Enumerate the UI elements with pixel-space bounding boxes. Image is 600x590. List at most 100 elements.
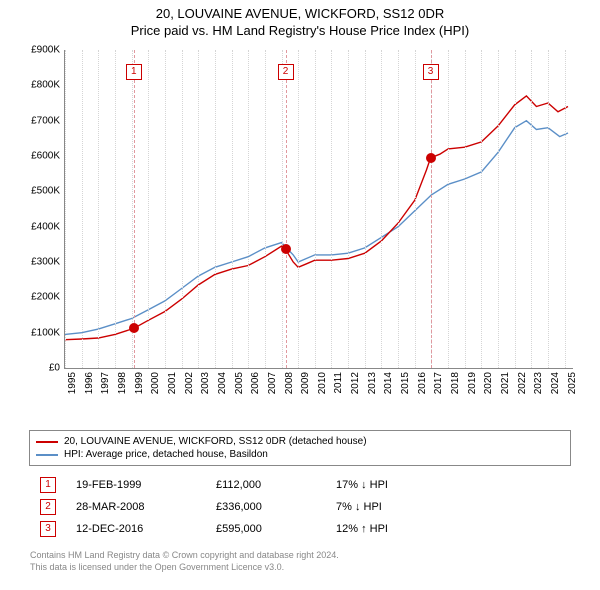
event-table-marker: 2: [40, 499, 56, 515]
gridline-v: [82, 50, 83, 368]
gridline-v: [182, 50, 183, 368]
x-tick-label: 1998: [117, 372, 128, 394]
footer-attribution: Contains HM Land Registry data © Crown c…: [30, 550, 570, 581]
gridline-v: [65, 50, 66, 368]
x-tick-label: 2007: [267, 372, 278, 394]
gridline-v: [165, 50, 166, 368]
x-tick-label: 2021: [500, 372, 511, 394]
x-tick-label: 2000: [150, 372, 161, 394]
event-line: [286, 50, 287, 368]
gridline-v: [381, 50, 382, 368]
legend-label: HPI: Average price, detached house, Basi…: [64, 449, 268, 460]
gridline-v: [548, 50, 549, 368]
x-tick-label: 2012: [350, 372, 361, 394]
x-tick-label: 2022: [517, 372, 528, 394]
gridline-v: [415, 50, 416, 368]
event-table-row: 2 28-MAR-2008£336,0007% ↓ HPI: [36, 496, 564, 518]
x-tick-label: 2016: [417, 372, 428, 394]
y-tick-label: £700K: [31, 115, 60, 126]
x-tick-label: 2004: [217, 372, 228, 394]
legend-swatch: [36, 441, 58, 443]
gridline-v: [265, 50, 266, 368]
x-tick-label: 2006: [250, 372, 261, 394]
x-tick-label: 2015: [400, 372, 411, 394]
y-tick-label: £300K: [31, 257, 60, 268]
gridline-v: [232, 50, 233, 368]
x-tick-label: 2020: [483, 372, 494, 394]
x-tick-label: 2017: [433, 372, 444, 394]
gridline-v: [531, 50, 532, 368]
gridline-v: [465, 50, 466, 368]
title-block: 20, LOUVAINE AVENUE, WICKFORD, SS12 0DR …: [0, 0, 600, 40]
y-tick-label: £100K: [31, 327, 60, 338]
legend-row: 20, LOUVAINE AVENUE, WICKFORD, SS12 0DR …: [36, 435, 564, 448]
gridline-v: [331, 50, 332, 368]
x-tick-label: 2024: [550, 372, 561, 394]
event-price: £336,000: [216, 501, 336, 513]
title-subtitle: Price paid vs. HM Land Registry's House …: [0, 23, 600, 38]
event-marker-box: 3: [423, 64, 439, 80]
y-tick-label: £900K: [31, 45, 60, 56]
event-point: [426, 153, 436, 163]
x-tick-label: 2023: [533, 372, 544, 394]
y-tick-label: £800K: [31, 80, 60, 91]
x-tick-label: 1996: [84, 372, 95, 394]
event-line: [134, 50, 135, 368]
gridline-v: [498, 50, 499, 368]
event-table-row: 312-DEC-2016£595,00012% ↑ HPI: [36, 518, 564, 540]
chart-area: £0£100K£200K£300K£400K£500K£600K£700K£80…: [20, 44, 580, 424]
event-date: 28-MAR-2008: [76, 501, 216, 513]
gridline-v: [398, 50, 399, 368]
y-axis-labels: £0£100K£200K£300K£400K£500K£600K£700K£80…: [20, 50, 62, 368]
gridline-v: [198, 50, 199, 368]
event-hpi: 7% ↓ HPI: [336, 501, 456, 513]
x-tick-label: 2003: [200, 372, 211, 394]
title-address: 20, LOUVAINE AVENUE, WICKFORD, SS12 0DR: [0, 6, 600, 21]
y-tick-label: £600K: [31, 151, 60, 162]
x-tick-label: 2009: [300, 372, 311, 394]
y-tick-label: £500K: [31, 186, 60, 197]
plot-area: 123: [64, 50, 573, 369]
line-svg: [65, 50, 573, 368]
gridline-v: [298, 50, 299, 368]
event-marker-box: 2: [278, 64, 294, 80]
gridline-v: [132, 50, 133, 368]
footer-line2: This data is licensed under the Open Gov…: [30, 562, 570, 574]
event-hpi: 17% ↓ HPI: [336, 479, 456, 491]
gridline-v: [365, 50, 366, 368]
event-point: [129, 323, 139, 333]
gridline-v: [215, 50, 216, 368]
x-tick-label: 2014: [383, 372, 394, 394]
x-tick-label: 2019: [467, 372, 478, 394]
gridline-v: [315, 50, 316, 368]
gridline-v: [515, 50, 516, 368]
gridline-v: [148, 50, 149, 368]
event-hpi: 12% ↑ HPI: [336, 523, 456, 535]
event-point: [281, 244, 291, 254]
series-hpi: [65, 121, 568, 335]
x-tick-label: 2001: [167, 372, 178, 394]
x-tick-label: 1997: [100, 372, 111, 394]
footer-line1: Contains HM Land Registry data © Crown c…: [30, 550, 570, 562]
x-axis-labels: 1995199619971998199920002001200220032004…: [64, 370, 572, 420]
legend-row: HPI: Average price, detached house, Basi…: [36, 448, 564, 461]
series-price_paid: [65, 96, 568, 340]
legend-swatch: [36, 454, 58, 456]
x-tick-label: 2013: [367, 372, 378, 394]
x-tick-label: 2018: [450, 372, 461, 394]
gridline-v: [565, 50, 566, 368]
gridline-v: [348, 50, 349, 368]
event-line: [431, 50, 432, 368]
event-table-row: 119-FEB-1999£112,00017% ↓ HPI: [36, 474, 564, 496]
gridline-v: [115, 50, 116, 368]
event-date: 19-FEB-1999: [76, 479, 216, 491]
gridline-v: [248, 50, 249, 368]
y-tick-label: £400K: [31, 221, 60, 232]
y-tick-label: £200K: [31, 292, 60, 303]
x-tick-label: 2008: [284, 372, 295, 394]
legend-label: 20, LOUVAINE AVENUE, WICKFORD, SS12 0DR …: [64, 436, 367, 447]
event-table-marker: 1: [40, 477, 56, 493]
event-table: 119-FEB-1999£112,00017% ↓ HPI228-MAR-200…: [36, 474, 564, 540]
legend-box: 20, LOUVAINE AVENUE, WICKFORD, SS12 0DR …: [29, 430, 571, 466]
x-tick-label: 2002: [184, 372, 195, 394]
